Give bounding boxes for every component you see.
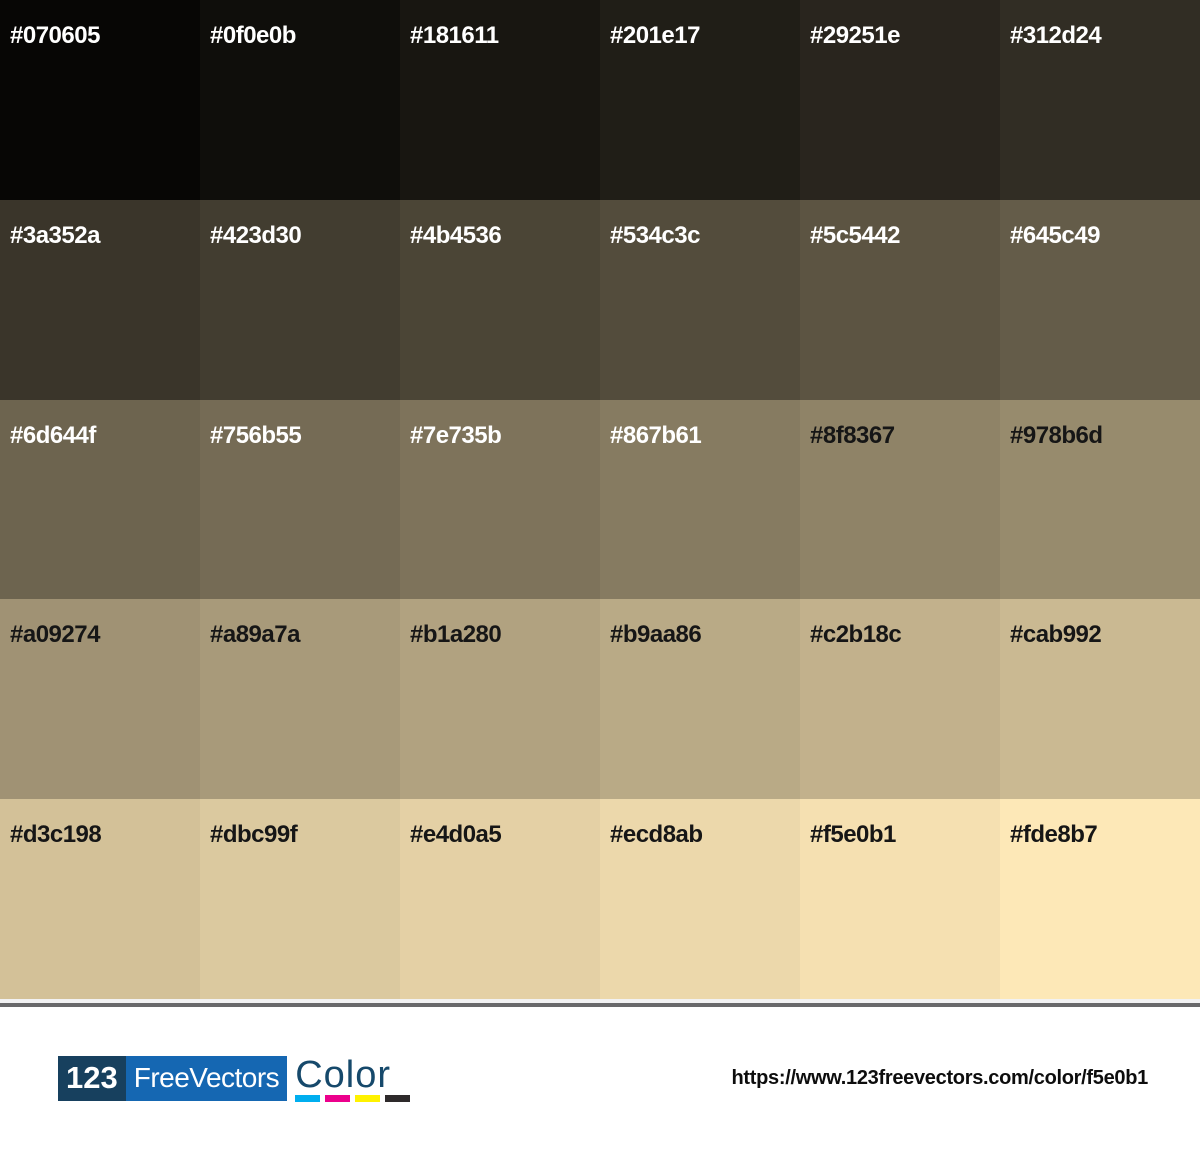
color-swatch[interactable]: #312d24: [1000, 0, 1200, 200]
logo-freevectors-badge: FreeVectors: [125, 1055, 288, 1101]
color-swatch[interactable]: #5c5442: [800, 199, 1000, 400]
color-swatch[interactable]: #e4d0a5: [400, 799, 600, 999]
color-swatch[interactable]: #181611: [400, 0, 600, 200]
color-swatch[interactable]: #a89a7a: [200, 599, 400, 800]
swatch-hex-label: #e4d0a5: [410, 821, 502, 849]
swatch-hex-label: #c2b18c: [810, 621, 902, 649]
swatch-hex-label: #ecd8ab: [610, 821, 703, 849]
color-swatch[interactable]: #ecd8ab: [600, 799, 800, 999]
color-swatch[interactable]: #978b6d: [1000, 399, 1200, 600]
color-swatch[interactable]: #534c3c: [600, 199, 800, 400]
footer: 123 FreeVectors Color https://www.123fre…: [0, 1007, 1200, 1150]
color-swatch[interactable]: #201e17: [600, 0, 800, 200]
swatch-hex-label: #29251e: [810, 22, 900, 49]
color-swatch[interactable]: #fde8b7: [1000, 799, 1200, 999]
swatch-hex-label: #d3c198: [10, 821, 102, 849]
cmyk-bar: [385, 1094, 411, 1102]
logo-color-text: Color: [295, 1053, 391, 1096]
swatch-hex-label: #cab992: [1010, 621, 1102, 649]
swatch-hex-label: #a89a7a: [210, 621, 300, 649]
color-swatch[interactable]: #b1a280: [400, 599, 600, 800]
color-palette-grid: #070605 #0f0e0b #181611 #201e17 #29251e #312d…: [0, 0, 1200, 999]
swatch-hex-label: #070605: [10, 22, 100, 49]
color-swatch[interactable]: #423d30: [200, 199, 400, 400]
swatch-hex-label: #6d644f: [10, 421, 96, 449]
swatch-hex-label: #867b61: [610, 421, 702, 449]
cmyk-bar: [325, 1094, 351, 1102]
color-swatch[interactable]: #b9aa86: [600, 599, 800, 800]
swatch-hex-label: #f5e0b1: [810, 821, 896, 849]
separator-dark: [0, 1003, 1200, 1007]
color-swatch[interactable]: #7e735b: [400, 399, 600, 600]
swatch-hex-label: #8f8367: [810, 421, 895, 449]
swatch-hex-label: #dbc99f: [210, 821, 298, 849]
swatch-hex-label: #a09274: [10, 621, 100, 649]
swatch-hex-label: #fde8b7: [1010, 821, 1098, 849]
page-url-text: https://www.123freevectors.com/color/f5e…: [731, 1067, 1148, 1089]
color-swatch[interactable]: #867b61: [600, 399, 800, 600]
color-swatch[interactable]: #f5e0b1: [800, 799, 1000, 999]
color-swatch[interactable]: #8f8367: [800, 399, 1000, 600]
swatch-hex-label: #b1a280: [410, 621, 502, 649]
color-swatch[interactable]: #d3c198: [0, 799, 200, 999]
swatch-hex-label: #645c49: [1010, 221, 1100, 249]
swatch-hex-label: #0f0e0b: [210, 22, 296, 49]
swatch-hex-label: #201e17: [610, 22, 700, 49]
site-logo[interactable]: 123 FreeVectors Color: [58, 1053, 411, 1102]
color-swatch[interactable]: #4b4536: [400, 199, 600, 400]
color-swatch[interactable]: #070605: [0, 0, 200, 200]
cmyk-bar: [355, 1094, 381, 1102]
swatch-hex-label: #312d24: [1010, 22, 1102, 49]
swatch-hex-label: #423d30: [210, 221, 302, 249]
cmyk-bar: [295, 1094, 321, 1102]
logo-badges: 123 FreeVectors: [58, 1055, 288, 1101]
color-swatch[interactable]: #3a352a: [0, 199, 200, 400]
logo-123-badge: 123: [58, 1055, 126, 1101]
cmyk-bars-icon: [295, 1094, 411, 1102]
swatch-hex-label: #534c3c: [610, 221, 700, 249]
separator-light: [0, 999, 1200, 1003]
swatch-hex-label: #4b4536: [410, 221, 502, 249]
color-swatch[interactable]: #6d644f: [0, 399, 200, 600]
color-swatch[interactable]: #645c49: [1000, 199, 1200, 400]
color-swatch[interactable]: #756b55: [200, 399, 400, 600]
color-swatch[interactable]: #c2b18c: [800, 599, 1000, 800]
color-swatch[interactable]: #a09274: [0, 599, 200, 800]
logo-color-block: Color: [295, 1053, 411, 1102]
color-swatch[interactable]: #29251e: [800, 0, 1000, 200]
swatch-hex-label: #5c5442: [810, 221, 900, 249]
color-swatch[interactable]: #dbc99f: [200, 799, 400, 999]
swatch-hex-label: #756b55: [210, 421, 302, 449]
swatch-hex-label: #b9aa86: [610, 621, 702, 649]
swatch-hex-label: #7e735b: [410, 421, 502, 449]
color-swatch[interactable]: #cab992: [1000, 599, 1200, 800]
color-swatch[interactable]: #0f0e0b: [200, 0, 400, 200]
swatch-hex-label: #3a352a: [10, 221, 100, 249]
swatch-hex-label: #978b6d: [1010, 421, 1103, 449]
swatch-hex-label: #181611: [410, 22, 499, 49]
